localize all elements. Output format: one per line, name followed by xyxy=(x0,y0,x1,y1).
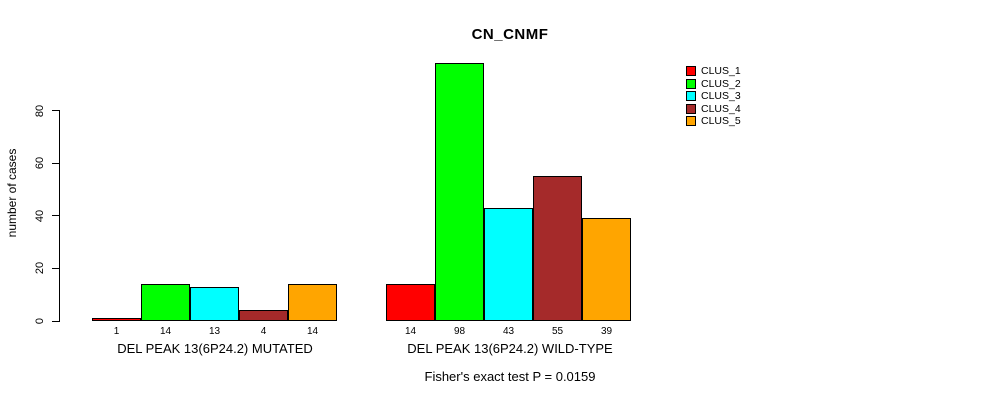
legend-label-clus_4: CLUS_4 xyxy=(701,102,741,115)
legend-swatch-clus_5 xyxy=(686,116,696,126)
bar-clus_3-group1 xyxy=(190,287,239,321)
legend-label-clus_1: CLUS_1 xyxy=(701,65,741,77)
y-axis-tick-label: 80 xyxy=(34,104,46,117)
bar-value-label: 14 xyxy=(159,326,172,337)
y-axis-tick-label: 60 xyxy=(34,157,46,170)
y-axis-tick-label: 0 xyxy=(34,317,46,325)
group-label-mutated: DEL PEAK 13(6P24.2) MUTATED xyxy=(117,341,313,356)
bar-value-label: 55 xyxy=(551,326,564,337)
bar-value-label: 4 xyxy=(260,326,267,337)
legend-swatch-clus_3 xyxy=(686,91,696,101)
group-label-wild-type: DEL PEAK 13(6P24.2) WILD-TYPE xyxy=(407,341,613,356)
legend-swatch-clus_2 xyxy=(686,78,696,89)
legend-label-clus_2: CLUS_2 xyxy=(701,77,741,90)
bar-clus_1-group2 xyxy=(386,284,435,321)
bar-clus_1-group1 xyxy=(92,318,141,321)
chart-title: CN_CNMF xyxy=(471,26,549,43)
legend-swatch-clus_4 xyxy=(686,103,696,114)
bar-value-label: 13 xyxy=(208,326,221,337)
y-axis-tick-label: 20 xyxy=(34,262,46,275)
bar-clus_3-group2 xyxy=(484,208,533,321)
bar-value-label: 14 xyxy=(404,326,417,337)
legend-label-clus_5: CLUS_5 xyxy=(701,115,741,127)
legend-swatch-clus_1 xyxy=(686,66,696,76)
bar-clus_2-group2 xyxy=(435,63,484,321)
bar-value-label: 1 xyxy=(113,326,120,337)
y-axis-tick xyxy=(52,215,60,217)
bar-value-label: 98 xyxy=(453,326,466,337)
fisher-test-annotation: Fisher's exact test P = 0.0159 xyxy=(424,369,596,384)
legend-label-clus_3: CLUS_3 xyxy=(701,90,741,102)
y-axis-tick-label: 40 xyxy=(34,209,46,222)
y-axis-tick xyxy=(52,320,60,322)
bar-value-label: 39 xyxy=(600,326,613,337)
bar-clus_5-group1 xyxy=(288,284,337,321)
bar-clus_4-group2 xyxy=(533,176,582,321)
y-axis-tick xyxy=(52,267,60,269)
y-axis-tick xyxy=(52,162,60,164)
bar-clus_4-group1 xyxy=(239,310,288,321)
bar-value-label: 14 xyxy=(306,326,319,337)
bar-value-label: 43 xyxy=(502,326,515,337)
y-axis-tick xyxy=(52,110,60,112)
bar-clus_2-group1 xyxy=(141,284,190,321)
bar-clus_5-group2 xyxy=(582,218,631,321)
